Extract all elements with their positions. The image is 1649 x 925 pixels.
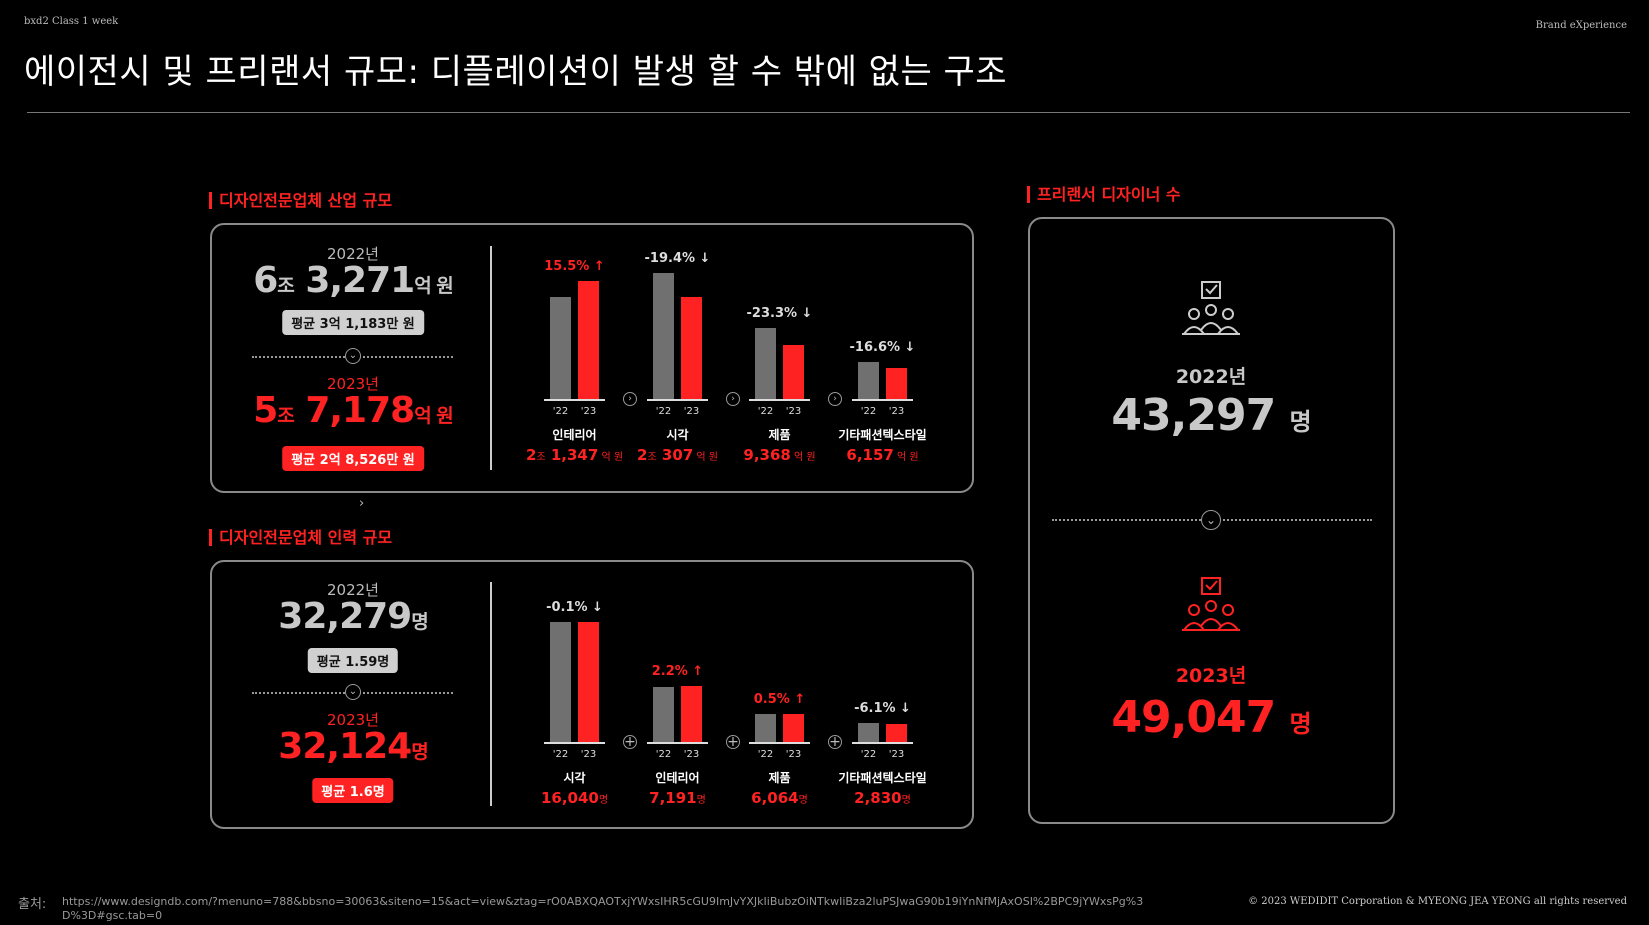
- freelancer-2023-count: 49,047 명: [1111, 692, 1312, 743]
- page-title: 에이전시 및 프리랜서 규모: 디플레이션이 발생 할 수 밖에 없는 구조: [24, 52, 1008, 92]
- industry-2022-jo-unit: 조: [277, 275, 295, 297]
- workforce-2023-number: 32,124: [278, 726, 412, 767]
- industry-2023-eok-unit: 억 원: [414, 405, 454, 427]
- workforce-2022-unit: 명: [411, 611, 429, 633]
- workforce-2023-year: 2023년: [327, 711, 379, 729]
- freelancer-section-label: 프리랜서 디자이너 수: [1027, 186, 1181, 203]
- industry-2022-eok: 3,271: [305, 260, 415, 301]
- chevron-down-icon: ⌄: [345, 684, 361, 700]
- title-divider: [27, 112, 1630, 113]
- chevron-down-icon: ⌄: [345, 348, 361, 364]
- industry-section-label: 디자인전문업체 산업 규모: [209, 192, 392, 209]
- workforce-2022-year: 2022년: [327, 581, 379, 599]
- workforce-2022-number: 32,279: [278, 596, 412, 637]
- industry-2022-jo: 6: [253, 260, 278, 301]
- freelancer-2022-number: 43,297: [1111, 390, 1276, 441]
- workforce-divider: [490, 582, 492, 806]
- industry-2022-eok-unit: 억 원: [414, 275, 454, 297]
- industry-2022-year: 2022년: [327, 245, 379, 263]
- workforce-2023-avg: 평균 1.6명: [312, 778, 394, 803]
- industry-2022-amount: 6조 3,271억 원: [253, 260, 454, 301]
- freelancer-2023-number: 49,047: [1111, 692, 1276, 743]
- designers-group-icon: [1176, 576, 1246, 646]
- source-label: 출처:: [18, 897, 47, 912]
- workforce-2022-count: 32,279명: [278, 596, 429, 637]
- industry-2023-year: 2023년: [327, 375, 379, 393]
- freelancer-2022-year: 2022년: [1175, 366, 1247, 388]
- class-label: bxd2 Class 1 week: [24, 16, 119, 27]
- industry-2023-jo: 5: [253, 390, 278, 431]
- industry-2023-eok: 7,178: [305, 390, 415, 431]
- workforce-2023-unit: 명: [411, 741, 429, 763]
- industry-2022-avg: 평균 3억 1,183만 원: [282, 310, 424, 335]
- workforce-2023-count: 32,124명: [278, 726, 429, 767]
- workforce-section-label: 디자인전문업체 인력 규모: [209, 529, 392, 546]
- industry-2023-jo-unit: 조: [277, 405, 295, 427]
- workforce-2022-avg: 평균 1.59명: [307, 648, 399, 673]
- industry-2023-avg: 평균 2억 8,526만 원: [282, 446, 424, 471]
- freelancer-2023-unit: 명: [1289, 710, 1312, 738]
- chevron-right-icon: ›: [359, 496, 365, 511]
- workforce-panel: [210, 560, 974, 829]
- industry-divider: [490, 246, 492, 470]
- freelancer-panel: [1028, 217, 1395, 824]
- brand-label: Brand eXperience: [1535, 20, 1627, 31]
- copyright: © 2023 WEDIDIT Corporation & MYEONG JEA …: [1248, 896, 1627, 907]
- freelancer-2023-year: 2023년: [1175, 665, 1247, 687]
- freelancer-2022-count: 43,297 명: [1111, 390, 1312, 441]
- industry-panel: [210, 223, 974, 493]
- industry-2023-amount: 5조 7,178억 원: [253, 390, 454, 431]
- designers-group-icon: [1176, 280, 1246, 350]
- chevron-down-icon: ⌄: [1201, 510, 1221, 530]
- source-url: https://www.designdb.com/?menuno=788&bbs…: [62, 895, 1144, 922]
- freelancer-2022-unit: 명: [1289, 408, 1312, 436]
